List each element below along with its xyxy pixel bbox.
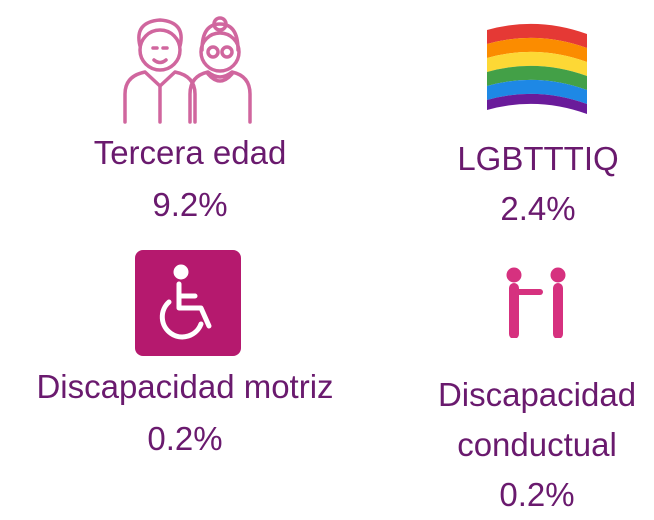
label: Discapacidad motriz: [36, 368, 334, 405]
value: 0.2%: [499, 476, 575, 513]
label: Discapacidad conductual: [437, 376, 637, 463]
label: Tercera edad: [93, 134, 287, 171]
wheelchair-icon: [135, 250, 241, 356]
page: Tercera edad 9.2% LGBTTTIQ 2.4% Discapac…: [36, 16, 637, 513]
label: LGBTTTIQ: [457, 140, 619, 177]
value: 2.4%: [500, 190, 576, 227]
value: 9.2%: [152, 186, 228, 223]
conduct-icon: [506, 267, 566, 338]
value: 0.2%: [147, 420, 223, 457]
rainbow-flag: [487, 23, 587, 114]
elderly-icon: [123, 16, 252, 124]
